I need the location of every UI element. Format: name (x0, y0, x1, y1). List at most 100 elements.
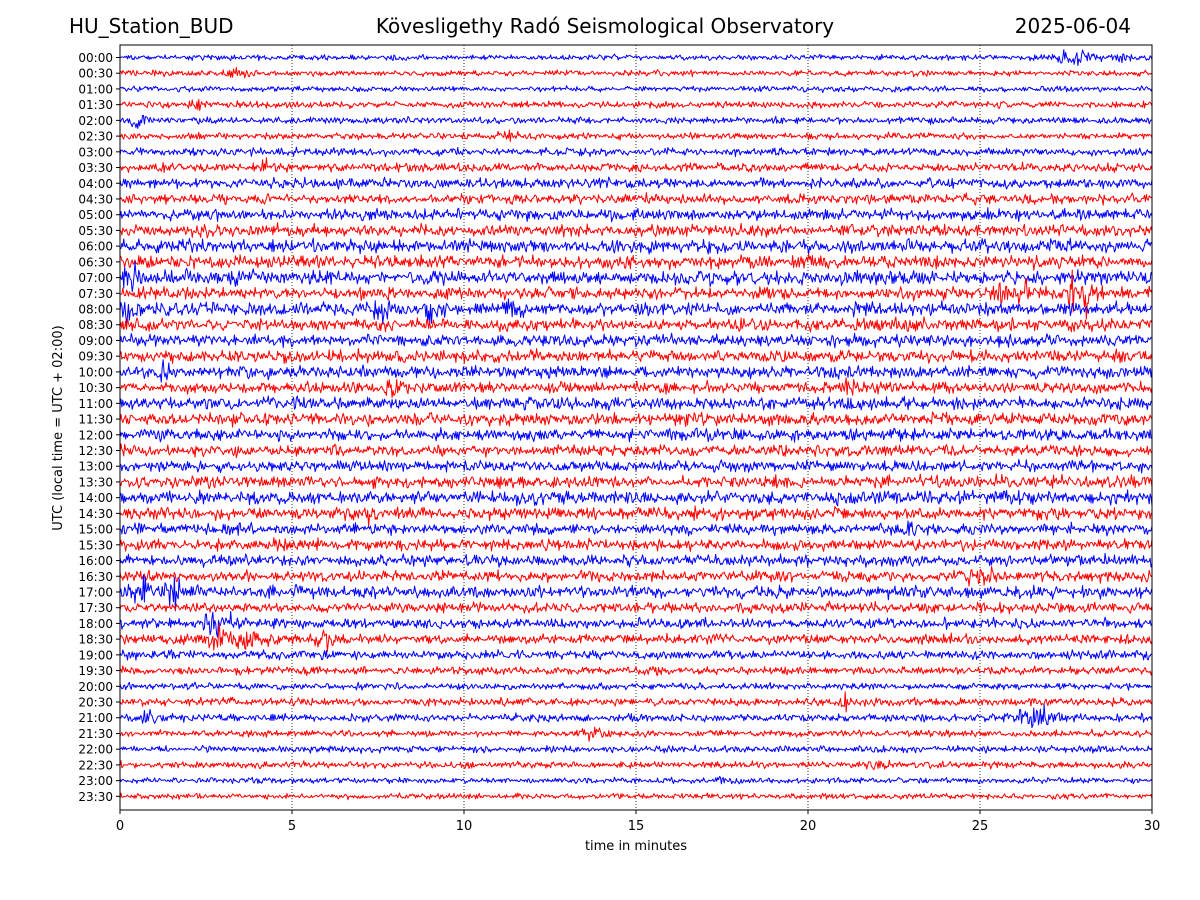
trace-1800 (119, 610, 1153, 638)
trace-0500 (119, 207, 1153, 223)
trace-0030 (119, 66, 1153, 79)
trace-1200 (119, 426, 1153, 443)
y-tick-label: 13:30 (78, 475, 113, 489)
trace-0630 (119, 253, 1153, 271)
trace-0130 (119, 98, 1153, 111)
trace-2300 (119, 775, 1153, 785)
y-tick-label: 03:30 (78, 161, 113, 175)
trace-1700 (119, 574, 1153, 612)
y-tick-label: 17:30 (78, 601, 113, 615)
trace-0800 (119, 298, 1153, 325)
seismogram-traces (119, 49, 1153, 801)
y-tick-label: 05:00 (78, 208, 113, 222)
y-tick-label: 03:00 (78, 145, 113, 159)
y-tick-label: 09:00 (78, 334, 113, 348)
y-tick-label: 00:30 (78, 67, 113, 81)
trace-0200 (119, 114, 1153, 129)
grid-lines (291, 45, 981, 810)
trace-1430 (119, 505, 1153, 527)
y-tick-label: 04:00 (78, 177, 113, 191)
y-tick-label: 07:00 (78, 271, 113, 285)
station-name: HU_Station_BUD (69, 14, 234, 38)
y-tick-label: 20:30 (78, 696, 113, 710)
y-tick-label: 02:30 (78, 130, 113, 144)
y-tick-label: 18:30 (78, 633, 113, 647)
y-tick-label: 07:30 (78, 287, 113, 301)
y-axis-label: UTC (local time = UTC + 02:00) (51, 325, 66, 530)
x-axis-label: time in minutes (585, 839, 687, 854)
y-tick-label: 19:30 (78, 664, 113, 678)
trace-2330 (119, 792, 1153, 801)
y-tick-label: 16:00 (78, 554, 113, 568)
trace-1930 (119, 665, 1153, 677)
trace-0430 (119, 192, 1153, 206)
trace-1500 (119, 520, 1153, 537)
y-tick-label: 21:30 (78, 727, 113, 741)
trace-0700 (119, 261, 1153, 293)
y-tick-label: 14:00 (78, 491, 113, 505)
x-tick-label: 0 (116, 819, 124, 834)
y-tick-label: 13:00 (78, 460, 113, 474)
trace-2000 (119, 681, 1153, 691)
y-tick-label: 05:30 (78, 224, 113, 238)
trace-2230 (119, 759, 1153, 770)
y-tick-label: 22:30 (78, 758, 113, 772)
y-tick-label: 00:00 (78, 51, 113, 65)
trace-1030 (119, 377, 1153, 398)
y-tick-label: 17:00 (78, 585, 113, 599)
trace-1600 (119, 552, 1153, 568)
trace-1100 (119, 395, 1153, 411)
x-axis-ticks: 0 5 10 15 20 25 30 (116, 810, 1160, 834)
trace-2130 (119, 726, 1153, 742)
y-tick-label: 14:30 (78, 507, 113, 521)
trace-0600 (119, 237, 1153, 255)
y-tick-label: 23:30 (78, 790, 113, 804)
trace-0400 (119, 176, 1153, 190)
trace-1900 (119, 649, 1153, 661)
y-tick-label: 15:30 (78, 538, 113, 552)
trace-1130 (119, 411, 1153, 428)
trace-1000 (119, 359, 1153, 383)
trace-1400 (119, 489, 1153, 507)
x-tick-label: 25 (972, 819, 989, 834)
trace-0100 (119, 85, 1153, 94)
y-tick-label: 18:00 (78, 617, 113, 631)
y-tick-label: 22:00 (78, 743, 113, 757)
chart-date: 2025-06-04 (1014, 14, 1131, 38)
trace-1730 (119, 600, 1153, 615)
chart-title: Kövesligethy Radó Seismological Observat… (375, 14, 835, 38)
y-tick-label: 21:00 (78, 711, 113, 725)
trace-1630 (119, 565, 1153, 587)
trace-2200 (119, 744, 1153, 755)
x-tick-label: 15 (628, 819, 645, 834)
trace-2100 (119, 704, 1153, 729)
y-tick-label: 01:00 (78, 82, 113, 96)
trace-0230 (119, 129, 1153, 143)
x-tick-label: 10 (456, 819, 473, 834)
trace-0930 (119, 348, 1153, 364)
x-tick-label: 30 (1144, 819, 1161, 834)
x-tick-label: 5 (288, 819, 296, 834)
trace-0730 (119, 269, 1153, 320)
trace-0900 (119, 332, 1153, 349)
y-tick-label: 08:30 (78, 318, 113, 332)
y-tick-label: 15:00 (78, 523, 113, 537)
trace-0830 (119, 316, 1153, 333)
y-tick-label: 20:00 (78, 680, 113, 694)
y-tick-label: 04:30 (78, 192, 113, 206)
y-tick-label: 08:00 (78, 303, 113, 317)
y-tick-label: 10:00 (78, 365, 113, 379)
y-tick-label: 23:00 (78, 774, 113, 788)
y-tick-label: 06:00 (78, 240, 113, 254)
trace-1230 (119, 443, 1153, 459)
trace-1530 (119, 537, 1153, 552)
x-tick-label: 20 (800, 819, 817, 834)
y-tick-label: 11:00 (78, 397, 113, 411)
y-tick-label: 09:30 (78, 350, 113, 364)
y-tick-label: 12:30 (78, 444, 113, 458)
trace-0330 (119, 157, 1153, 174)
trace-1330 (119, 473, 1153, 490)
trace-0000 (119, 49, 1153, 67)
y-tick-label: 02:00 (78, 114, 113, 128)
